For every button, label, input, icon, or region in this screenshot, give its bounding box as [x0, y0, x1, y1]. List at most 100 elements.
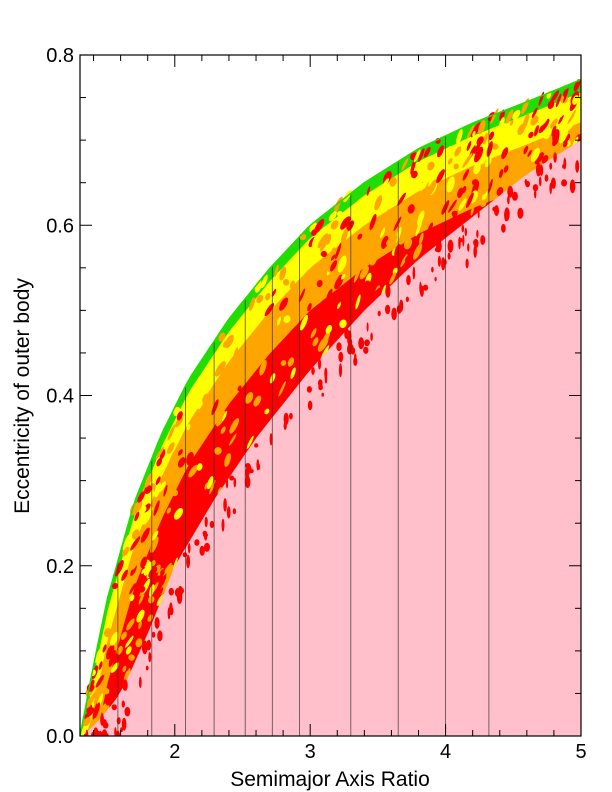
chaos-speckle: [102, 687, 110, 695]
chaos-speckle: [279, 297, 289, 311]
chaos-speckle: [160, 569, 165, 576]
chaos-speckle: [171, 489, 179, 497]
chaos-speckle: [448, 199, 457, 213]
chaos-speckle: [276, 316, 282, 326]
chaos-speckle: [561, 179, 568, 187]
chaos-speckle: [138, 621, 142, 630]
chaos-speckle: [542, 132, 550, 139]
chaos-speckle: [452, 210, 458, 221]
chaos-speckle: [119, 652, 125, 665]
chaos-speckle: [462, 152, 473, 168]
chaos-speckle: [409, 252, 415, 262]
stable-region: [82, 140, 581, 736]
chaos-speckle: [251, 419, 258, 428]
chaos-speckle: [175, 416, 183, 428]
chaos-speckle: [470, 207, 474, 216]
chaos-speckle: [380, 227, 386, 239]
chaos-speckle: [471, 179, 479, 187]
chaos-speckle: [556, 102, 565, 117]
chaos-speckle: [528, 131, 534, 139]
chaos-speckle: [253, 395, 262, 407]
chaos-speckle: [338, 363, 343, 378]
chaos-speckle: [382, 178, 390, 187]
chaos-speckle: [337, 255, 347, 273]
chaos-speckle: [259, 359, 267, 376]
chaos-speckle: [153, 500, 160, 516]
chaos-speckle: [268, 336, 275, 345]
chaos-speckle: [477, 209, 480, 219]
chaos-speckle: [128, 654, 135, 661]
chaos-speckle: [300, 360, 309, 373]
chaos-speckle: [458, 215, 464, 224]
chaos-speckle: [577, 121, 581, 133]
chaos-speckle: [134, 645, 143, 659]
chaos-speckle: [505, 109, 514, 124]
chaos-speckle: [110, 662, 119, 674]
chaos-speckle: [278, 381, 286, 397]
chaos-speckle: [110, 631, 119, 646]
chaos-speckle: [496, 186, 504, 197]
chaos-speckle: [397, 192, 406, 206]
chaos-speckle: [522, 112, 530, 130]
chaos-speckle: [138, 676, 142, 689]
chaos-speckle: [377, 310, 381, 317]
chaos-speckle: [102, 722, 109, 729]
chaos-speckle: [122, 665, 127, 673]
y-tick-label: 0.4: [46, 386, 74, 408]
chaos-speckle: [345, 288, 352, 297]
chaos-speckle: [418, 172, 427, 182]
chaos-speckle: [480, 199, 487, 208]
chaos-speckle: [200, 475, 206, 484]
chaos-speckle: [306, 386, 312, 393]
chaos-speckle: [254, 279, 262, 293]
chaos-speckle: [393, 216, 402, 232]
chaos-speckle: [141, 568, 146, 575]
chaos-speckle: [151, 530, 159, 541]
chaos-speckle: [196, 463, 203, 471]
chaos-speckle: [351, 347, 356, 355]
chaos-speckle: [102, 644, 107, 653]
chaos-speckle: [326, 288, 333, 302]
chaos-speckle: [530, 115, 539, 126]
chaos-speckle: [148, 566, 158, 578]
chaos-speckle: [359, 266, 369, 280]
chaos-speckle: [553, 152, 557, 163]
chaos-speckle: [152, 512, 160, 523]
chaos-speckle: [472, 130, 476, 138]
chaos-speckle: [186, 424, 191, 431]
chaos-speckle: [120, 631, 127, 641]
chaos-speckle: [141, 640, 148, 655]
chaos-speckle: [146, 639, 152, 651]
chaos-speckle: [229, 433, 237, 446]
chaos-speckle: [466, 140, 472, 152]
chaos-speckle: [480, 183, 490, 196]
chaos-speckle: [501, 223, 506, 233]
chaos-speckle: [422, 284, 429, 291]
chaos-speckle: [246, 435, 254, 450]
chaos-speckle: [328, 334, 334, 346]
chaos-speckle: [148, 652, 152, 663]
chaos-speckle: [121, 700, 126, 708]
chaos-speckle: [154, 482, 161, 498]
chaos-speckle: [126, 618, 135, 631]
chaos-speckle: [534, 152, 544, 165]
chaos-speckle: [436, 239, 442, 253]
chaos-speckle: [490, 108, 499, 124]
chaos-speckle: [155, 476, 161, 485]
chaos-speckle: [169, 486, 175, 493]
chaos-speckle: [254, 443, 259, 448]
chaos-speckle: [261, 274, 268, 289]
chaos-speckle: [166, 442, 175, 454]
chaos-speckle: [569, 179, 576, 194]
chaos-speckle: [562, 141, 568, 148]
chaos-speckle: [274, 264, 279, 277]
chaos-speckle: [256, 294, 264, 304]
chaos-speckle: [223, 498, 227, 512]
chaos-speckle: [225, 478, 229, 489]
chaos-speckle: [316, 294, 322, 302]
chaos-speckle: [226, 506, 231, 519]
chaos-speckle: [93, 702, 101, 719]
chaos-speckle: [330, 260, 338, 272]
chaos-speckle: [245, 392, 254, 404]
chaos-speckle: [473, 162, 481, 175]
